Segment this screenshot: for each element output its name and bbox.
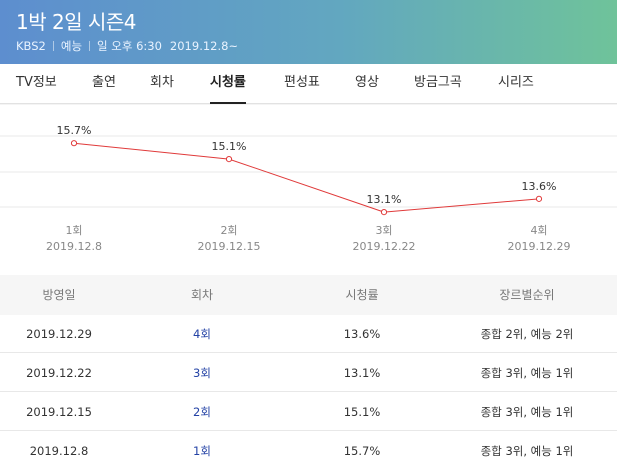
row-date: 2019.12.8 xyxy=(29,444,89,458)
schedule-label: 일 오후 6:30 xyxy=(97,39,162,53)
data-label: 15.7% xyxy=(57,124,92,137)
data-point xyxy=(70,140,78,147)
start-date-label: 2019.12.8~ xyxy=(169,39,239,53)
column-header-rating: 시청률 xyxy=(345,288,379,302)
table-row: 2019.12.15 2회 15.1% 종합 3위, 예능 1위 xyxy=(0,393,617,431)
row-date: 2019.12.29 xyxy=(26,327,92,341)
column-header-rank: 장르별순위 xyxy=(499,288,555,302)
row-episode-link[interactable]: 4회 xyxy=(193,327,211,341)
x-tick-date: 2019.12.8 xyxy=(46,240,102,253)
tab-episodes[interactable]: 회차 xyxy=(150,75,174,90)
table-row: 2019.12.22 3회 13.1% 종합 3위, 예능 1위 xyxy=(0,354,617,392)
tab-cast[interactable]: 출연 xyxy=(92,75,116,90)
genre-label: 예능 xyxy=(60,39,83,53)
row-rating: 15.7% xyxy=(343,444,381,458)
ratings-line-chart: 15.7% 1회 2019.12.8 15.1% 2회 2019.12.15 13.1% 3회… xyxy=(0,104,617,253)
x-tick-episode: 2회 xyxy=(220,224,237,237)
program-title[interactable]: 1박 2일 시즌4 xyxy=(16,10,137,34)
row-episode-link[interactable]: 2회 xyxy=(193,405,211,419)
row-rank: 종합 3위, 예능 1위 xyxy=(480,405,574,419)
tab-bar: TV정보 출연 회차 시청률 편성표 영상 방금그곡 시리즈 xyxy=(0,64,617,104)
ratings-chart: 15.7% 1회 2019.12.8 15.1% 2회 2019.12.15 13.1% 3회… xyxy=(0,104,617,274)
x-tick-date: 2019.12.29 xyxy=(508,240,571,253)
x-tick-date: 2019.12.15 xyxy=(198,240,261,253)
data-point xyxy=(225,156,233,163)
data-label: 13.6% xyxy=(522,180,557,193)
tab-song-search[interactable]: 방금그곡 xyxy=(414,75,462,90)
meta-divider xyxy=(52,41,54,51)
x-tick-date: 2019.12.22 xyxy=(353,240,416,253)
row-episode-link[interactable]: 1회 xyxy=(193,444,211,458)
x-tick-episode: 1회 xyxy=(65,224,82,237)
program-header: 1박 2일 시즌4 KBS2 예능 일 오후 6:30 2019.12.8~ xyxy=(0,0,617,64)
table-row: 2019.12.8 1회 15.7% 종합 3위, 예능 1위 xyxy=(0,432,617,459)
x-tick-episode: 3회 xyxy=(375,224,392,237)
row-date: 2019.12.15 xyxy=(26,405,92,419)
table-row: 2019.12.29 4회 13.6% 종합 2위, 예능 2위 xyxy=(0,315,617,353)
tab-ratings[interactable]: 시청률 xyxy=(210,64,246,104)
series-line xyxy=(73,142,540,213)
row-rating: 13.1% xyxy=(343,366,381,380)
data-label: 15.1% xyxy=(212,140,247,153)
data-point xyxy=(535,195,543,202)
column-header-date: 방영일 xyxy=(42,288,76,302)
meta-divider xyxy=(89,41,91,51)
x-tick-episode: 4회 xyxy=(530,224,547,237)
channel-label: KBS2 xyxy=(16,39,46,53)
row-rank: 종합 3위, 예능 1위 xyxy=(480,444,574,458)
row-rank: 종합 3위, 예능 1위 xyxy=(480,366,574,380)
tab-series[interactable]: 시리즈 xyxy=(498,75,534,90)
data-point xyxy=(380,209,388,216)
row-episode-link[interactable]: 3회 xyxy=(193,366,211,380)
tab-videos[interactable]: 영상 xyxy=(355,75,379,90)
column-header-episode: 회차 xyxy=(190,288,214,302)
row-rating: 15.1% xyxy=(343,405,381,419)
row-date: 2019.12.22 xyxy=(26,366,92,380)
row-rank: 종합 2위, 예능 2위 xyxy=(480,327,574,341)
tab-schedule[interactable]: 편성표 xyxy=(284,75,320,90)
program-meta: KBS2 예능 일 오후 6:30 2019.12.8~ xyxy=(16,38,238,54)
data-label: 13.1% xyxy=(367,193,402,206)
tab-tv-info[interactable]: TV정보 xyxy=(16,75,57,90)
table-header: 방영일 회차 시청률 장르별순위 xyxy=(0,275,617,315)
row-rating: 13.6% xyxy=(343,327,381,341)
